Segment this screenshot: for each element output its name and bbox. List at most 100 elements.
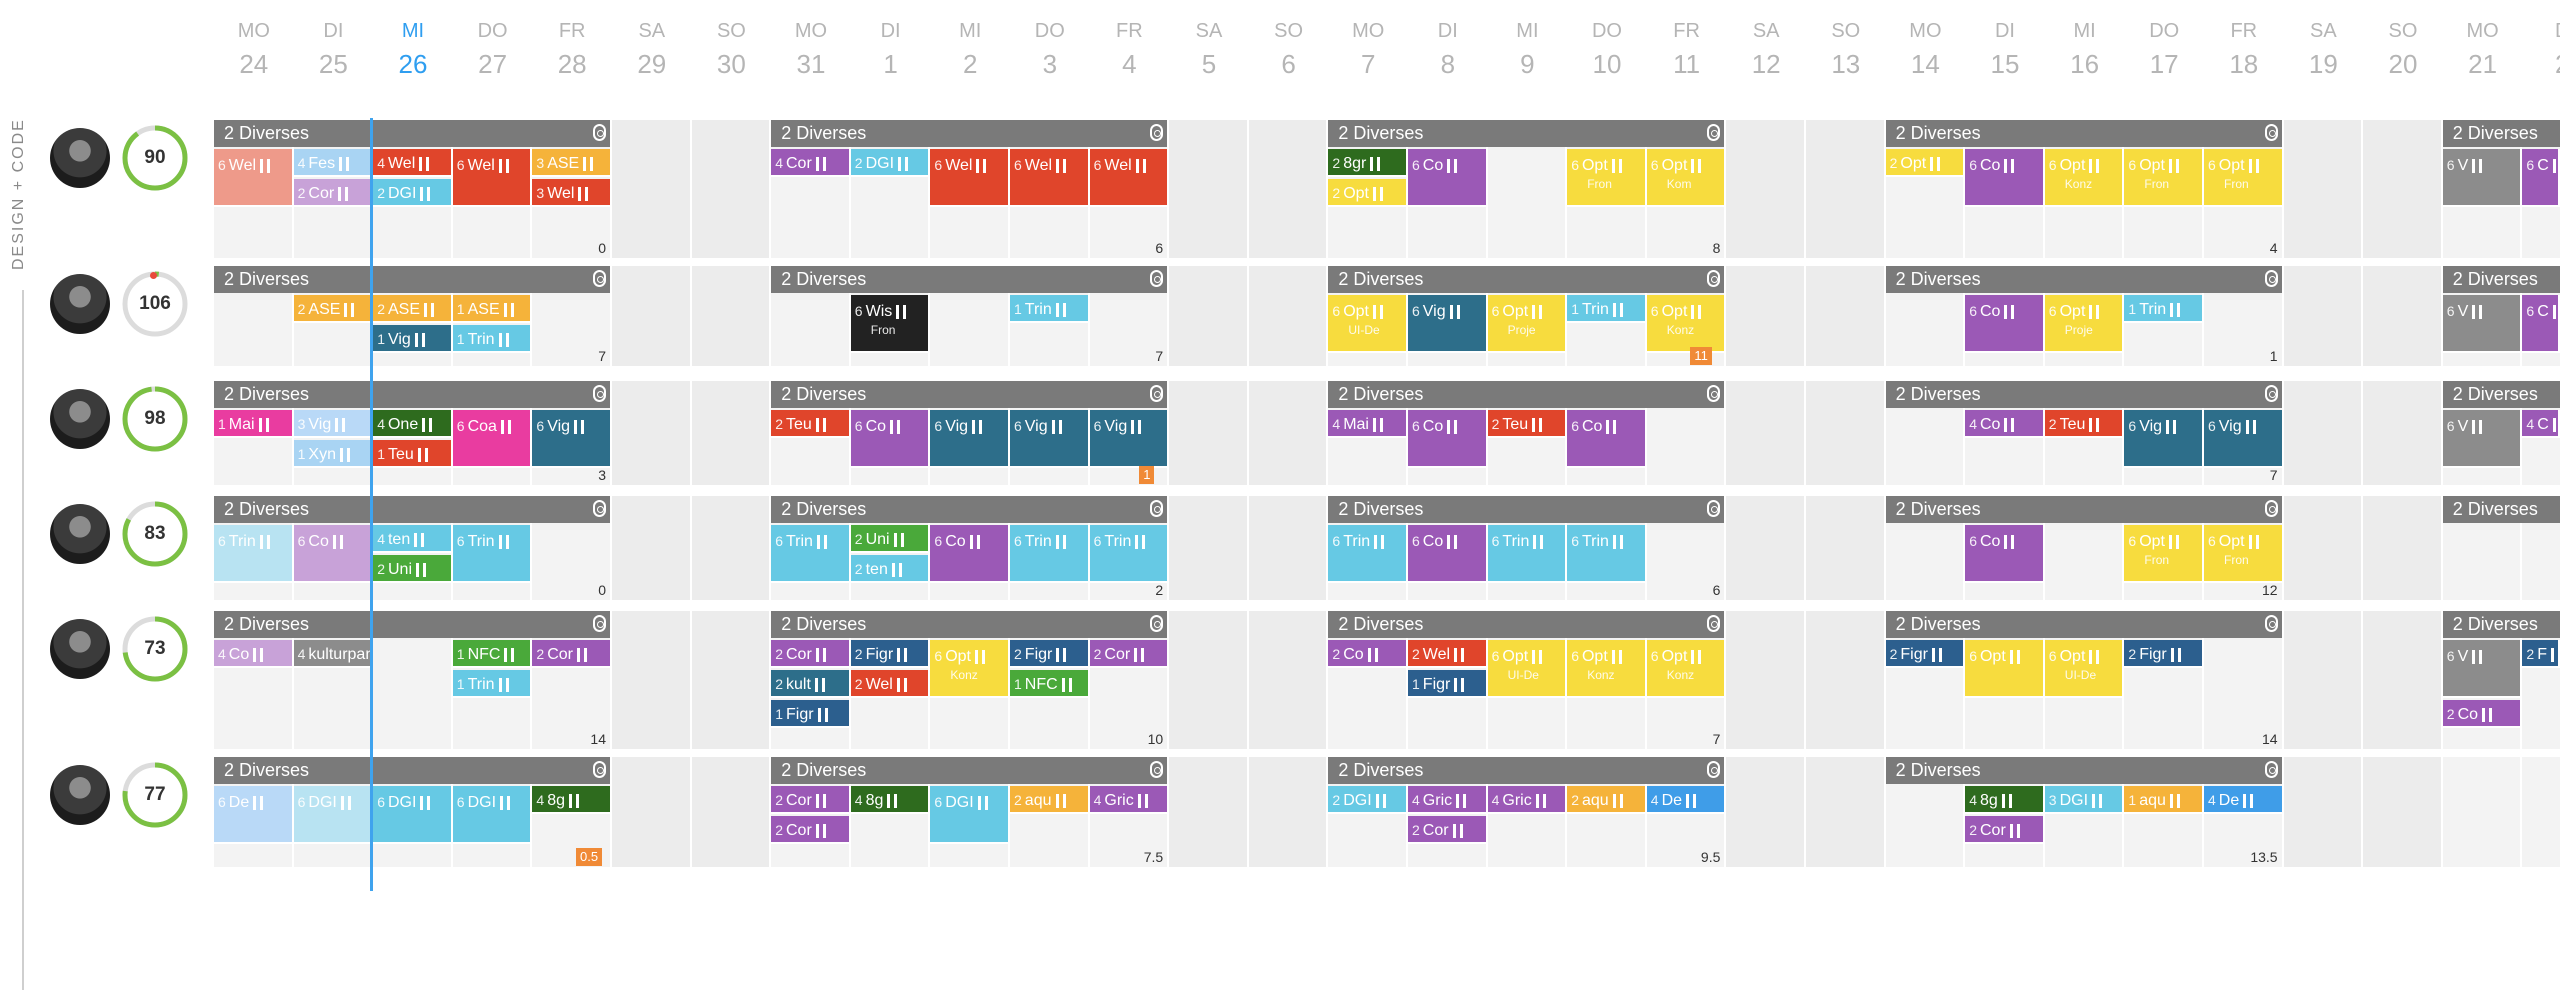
pause-icon[interactable] — [2245, 419, 2256, 434]
pause-icon[interactable] — [2170, 647, 2181, 662]
task-block[interactable]: 1 Mai — [214, 410, 294, 438]
task-block[interactable]: 3 ASE — [532, 149, 612, 177]
project-bar[interactable]: 2 Diverses — [2442, 611, 2560, 638]
pause-icon[interactable] — [414, 532, 425, 547]
pause-icon[interactable] — [576, 647, 587, 662]
pause-icon[interactable] — [332, 534, 343, 549]
weekend-cell[interactable] — [1169, 266, 1247, 366]
avatar[interactable] — [50, 765, 110, 825]
day-header[interactable]: DO 17 — [2124, 0, 2204, 90]
task-block[interactable]: 1 Teu — [373, 440, 453, 468]
day-header[interactable]: MO 14 — [1886, 0, 1966, 90]
day-cell[interactable] — [2442, 757, 2521, 867]
task-block[interactable]: 1 Trin — [452, 670, 533, 698]
lock-icon[interactable] — [1707, 124, 1721, 141]
task-block[interactable]: 2 Cor — [1408, 816, 1488, 844]
pause-icon[interactable] — [1372, 304, 1383, 319]
weekend-cell[interactable] — [691, 496, 770, 600]
pause-icon[interactable] — [2170, 302, 2181, 317]
pause-icon[interactable] — [1606, 419, 1617, 434]
pause-icon[interactable] — [814, 677, 825, 692]
avatar[interactable] — [50, 504, 110, 564]
weekend-cell[interactable] — [612, 120, 690, 258]
weekend-cell[interactable] — [1806, 266, 1884, 366]
project-bar[interactable]: 2 Diverses — [214, 496, 610, 523]
task-block[interactable]: 6 Opt UI-De — [1328, 295, 1408, 353]
pause-icon[interactable] — [414, 332, 425, 347]
pause-icon[interactable] — [1051, 419, 1062, 434]
pause-icon[interactable] — [260, 158, 271, 173]
pause-icon[interactable] — [1135, 534, 1146, 549]
pause-icon[interactable] — [1930, 156, 1941, 171]
task-block[interactable]: 4 De — [1646, 786, 1727, 814]
task-block[interactable]: 2 aqu — [1567, 786, 1647, 814]
lock-icon[interactable] — [2264, 124, 2278, 141]
task-block[interactable]: 3 Wel — [532, 179, 612, 207]
task-block[interactable]: 6 Trin — [1010, 525, 1090, 583]
pause-icon[interactable] — [2550, 647, 2559, 662]
weekend-cell[interactable] — [1806, 381, 1884, 485]
project-bar[interactable]: 2 Diverses — [771, 266, 1168, 293]
day-header[interactable]: DI 15 — [1965, 0, 2045, 90]
weekend-cell[interactable] — [691, 266, 770, 366]
day-header[interactable]: FR 4 — [1090, 0, 1170, 90]
task-block[interactable]: 6 Opt Proje — [1487, 295, 1568, 353]
pause-icon[interactable] — [2552, 158, 2559, 173]
task-block[interactable]: 6 Opt Proje — [2044, 295, 2125, 353]
task-block[interactable]: 2 Figr — [1885, 640, 1966, 668]
day-header[interactable]: MO 7 — [1328, 0, 1408, 90]
weekend-cell[interactable] — [2283, 266, 2362, 366]
task-block[interactable]: 1 ASE — [452, 295, 533, 323]
task-block[interactable]: 6 Co — [1408, 149, 1488, 207]
task-block[interactable]: 3 Vig — [293, 410, 374, 438]
pause-icon[interactable] — [815, 417, 826, 432]
task-block[interactable]: 4 Fes — [293, 149, 374, 177]
task-block[interactable]: 6 Trin — [771, 525, 851, 583]
day-header[interactable]: SO 30 — [692, 0, 772, 90]
pause-icon[interactable] — [1370, 156, 1381, 171]
day-header[interactable]: D2 — [2522, 0, 2560, 90]
day-header[interactable]: DO 27 — [453, 0, 533, 90]
project-bar[interactable]: 2 Diverses — [771, 381, 1168, 408]
project-bar[interactable]: 2 Diverses — [1885, 611, 2282, 638]
pause-icon[interactable] — [977, 795, 988, 810]
pause-icon[interactable] — [2009, 649, 2020, 664]
task-block[interactable]: 4 8g — [850, 786, 931, 814]
pause-icon[interactable] — [815, 823, 826, 838]
task-block[interactable]: 6 Trin — [1089, 525, 1170, 583]
pause-icon[interactable] — [2004, 417, 2015, 432]
task-block[interactable]: 1 NFC — [452, 640, 533, 668]
task-block[interactable]: 6 Opt Konz — [1646, 295, 1727, 353]
task-block[interactable]: 2 Cor — [771, 786, 851, 814]
pause-icon[interactable] — [896, 677, 907, 692]
task-block[interactable]: 2 Uni — [850, 525, 931, 553]
task-block[interactable]: 6 DGI — [452, 786, 533, 844]
lock-icon[interactable] — [2264, 615, 2278, 632]
task-block[interactable]: 6 Co — [930, 525, 1010, 583]
task-block[interactable]: 2 ASE — [293, 295, 374, 323]
lock-icon[interactable] — [2264, 385, 2278, 402]
lock-icon[interactable] — [593, 500, 606, 517]
task-block[interactable]: 6 Opt Fron — [1567, 149, 1647, 207]
day-header[interactable]: FR 11 — [1647, 0, 1727, 90]
pause-icon[interactable] — [417, 447, 428, 462]
day-header[interactable]: SA 19 — [2284, 0, 2364, 90]
avatar[interactable] — [50, 128, 110, 188]
task-block[interactable]: 6 Opt UI-De — [1487, 640, 1568, 698]
pause-icon[interactable] — [339, 447, 350, 462]
pause-icon[interactable] — [1137, 793, 1148, 808]
task-block[interactable]: 6 Vig — [930, 410, 1010, 468]
pause-icon[interactable] — [1611, 649, 1622, 664]
task-block[interactable]: 2 Co — [2442, 700, 2523, 728]
pause-icon[interactable] — [1686, 793, 1697, 808]
pause-icon[interactable] — [2472, 649, 2483, 664]
lock-icon[interactable] — [1150, 385, 1164, 402]
pause-icon[interactable] — [1131, 419, 1142, 434]
day-header[interactable]: MI 16 — [2045, 0, 2125, 90]
day-header[interactable]: MO 31 — [771, 0, 851, 90]
task-block[interactable]: 2 Figr — [850, 640, 931, 668]
pause-icon[interactable] — [815, 156, 826, 171]
